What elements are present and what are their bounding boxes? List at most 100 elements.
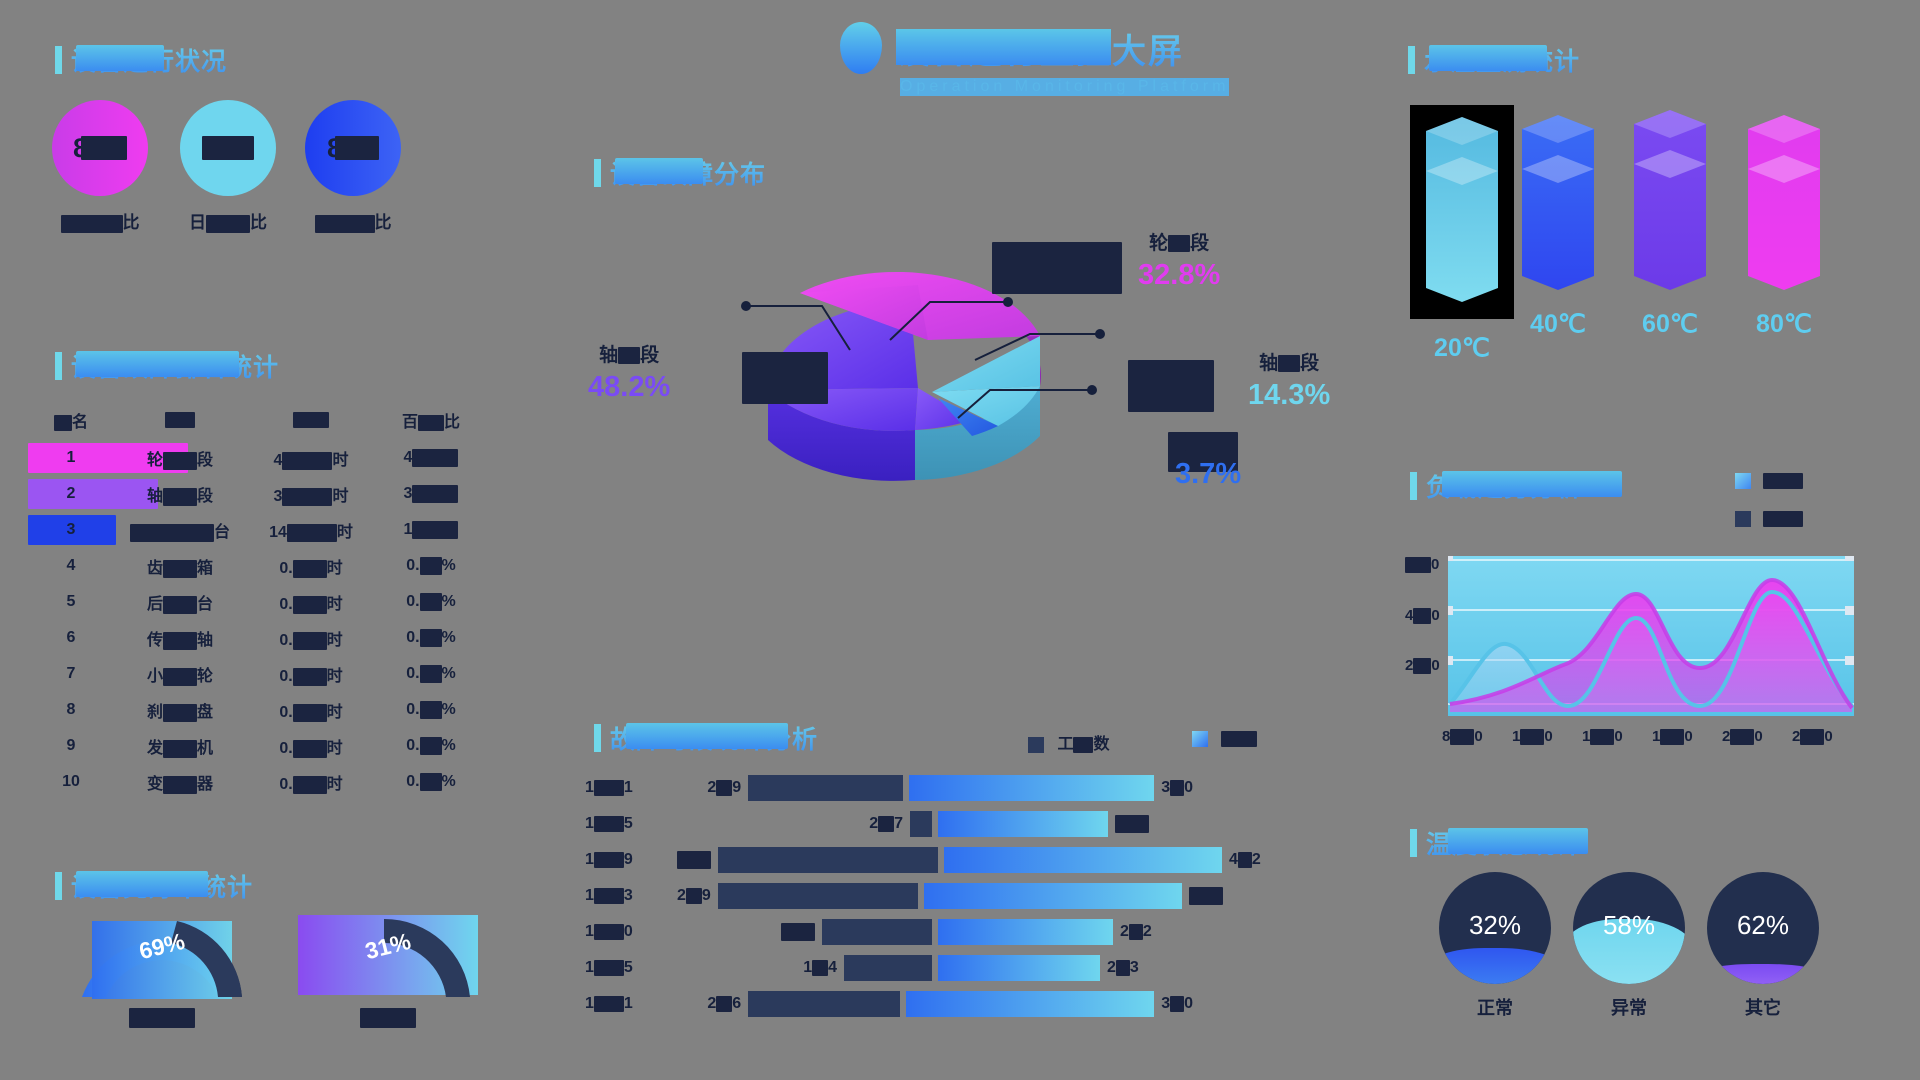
bibar-right-bar <box>909 775 1155 801</box>
bibar-legend-0[interactable]: 工数 <box>1028 730 1109 754</box>
area-legend-0[interactable] <box>1735 472 1804 490</box>
arc-gauge-0-visual: 69% <box>72 905 252 1001</box>
area-chart-svg <box>1444 552 1854 716</box>
kpi-caption-1-redaction <box>206 214 250 233</box>
kpi-ring-0: 85 <box>52 100 148 196</box>
pie-label-2: 轴段 14.3% <box>1248 348 1330 412</box>
bibar-right-bar <box>938 955 1100 981</box>
table-row[interactable]: 8 刹盘 0. 时 0.% <box>28 692 498 728</box>
water-ball-2-value: 62% <box>1736 910 1790 940</box>
temp-bar-1[interactable]: 40℃ <box>1522 115 1594 339</box>
table-row[interactable]: 9 发机 0. 时 0.% <box>28 728 498 764</box>
bibar-right-value <box>1188 886 1223 905</box>
area-legend-1[interactable] <box>1735 510 1804 528</box>
bibar-section-title: 故障时段统计分析 <box>594 720 818 756</box>
water-title-redaction <box>1448 828 1588 854</box>
bibar-legend-1[interactable] <box>1192 730 1258 748</box>
rank-section-label: 设备故障排名统计 <box>71 348 279 384</box>
table-row[interactable]: 3 台 14 时 1 <box>28 512 498 548</box>
rank-cell-percent: 0.% <box>406 592 456 611</box>
rank-title-redaction <box>76 351 239 377</box>
kpi-card-2[interactable]: 83 比 <box>305 100 401 233</box>
water-ball-0[interactable]: 32% 正常 <box>1430 872 1560 1020</box>
arc-gauge-1-visual: 31% <box>298 905 478 1001</box>
rank-cell-rank: 8 <box>66 701 76 718</box>
temp-bar-1-icon <box>1522 115 1594 290</box>
water-ball-0-visual: 32% <box>1439 872 1551 984</box>
bibar-left-value <box>677 850 711 869</box>
kpi-caption-0: 比 <box>52 208 148 233</box>
area-chart-plot <box>1444 552 1854 716</box>
temp-bar-2[interactable]: 60℃ <box>1634 110 1706 339</box>
water-ball-1-value: 58% <box>1602 910 1656 940</box>
rank-cell-rank: 2 <box>66 485 76 502</box>
temp-bar-3[interactable]: 80℃ <box>1748 115 1820 339</box>
bibar-left-bar <box>748 991 901 1017</box>
temp-bar-0[interactable]: 20℃ <box>1410 105 1514 363</box>
accent-bar <box>594 724 601 752</box>
kpi-card-0[interactable]: 85 比 <box>52 100 148 233</box>
main-title: 设备运行监控大屏 <box>840 22 1184 74</box>
bibar-right-value <box>1115 814 1149 833</box>
rank-badge <box>28 515 116 545</box>
kpi-value-0-redaction <box>81 136 128 160</box>
rank-table-header: 名 百比 <box>28 400 498 440</box>
rank-cell-part: 后台 <box>146 595 214 614</box>
kpi-caption-2-redaction <box>314 214 375 233</box>
pie-callout-redaction-right <box>1128 360 1214 412</box>
pie-label-3-name <box>1175 432 1241 454</box>
rank-cell-duration: 14 时 <box>269 523 353 542</box>
kpi-ring-2: 83 <box>305 100 401 196</box>
water-ball-1[interactable]: 58% 异常 <box>1564 872 1694 1020</box>
water-ball-2[interactable]: 62% 其它 <box>1698 872 1828 1020</box>
arc-gauge-1[interactable]: 31% <box>298 905 478 1028</box>
accent-bar <box>594 159 601 187</box>
temp-bar-2-label: 60℃ <box>1642 310 1698 338</box>
temp-bar-0-icon <box>1426 117 1498 302</box>
rank-cell-part: 台 <box>114 518 246 542</box>
pie-section-label: 设备故障分布 <box>610 155 766 191</box>
bibar-right-bar <box>938 811 1108 837</box>
pie-label-0: 轴段 48.2% <box>588 340 670 404</box>
accent-bar <box>1408 46 1415 74</box>
bibar-left-bar <box>844 955 932 981</box>
table-row[interactable]: 7 小轮 0. 时 0.% <box>28 656 498 692</box>
pie-label-3: 3.7% <box>1175 432 1241 491</box>
table-row[interactable]: 10 变器 0. 时 0.% <box>28 764 498 800</box>
rank-cell-duration: 0. 时 <box>279 559 343 578</box>
bibar-legend-1-label <box>1221 730 1258 747</box>
rank-cell-percent: 0.% <box>406 556 456 575</box>
table-row[interactable]: 4 齿箱 0. 时 0.% <box>28 548 498 584</box>
table-row[interactable]: 6 传轴 0. 时 0.% <box>28 620 498 656</box>
pie-label-2-name: 轴段 <box>1259 353 1320 374</box>
rank-section-title: 设备故障排名统计 <box>55 348 279 384</box>
rank-cell-part: 轮段 <box>146 451 214 470</box>
rank-cell-percent: 0.% <box>406 772 456 791</box>
table-row[interactable]: 5 后台 0. 时 0.% <box>28 584 498 620</box>
kpi-card-1[interactable]: 日比 <box>180 100 276 233</box>
temp-bar-0-label: 20℃ <box>1434 334 1490 362</box>
arc-gauge-0[interactable]: 69% <box>72 905 252 1028</box>
rank-cell-duration: 0. 时 <box>279 631 343 650</box>
temp-bar-2-icon <box>1634 110 1706 290</box>
temp-bar-0-redaction <box>1410 105 1514 319</box>
